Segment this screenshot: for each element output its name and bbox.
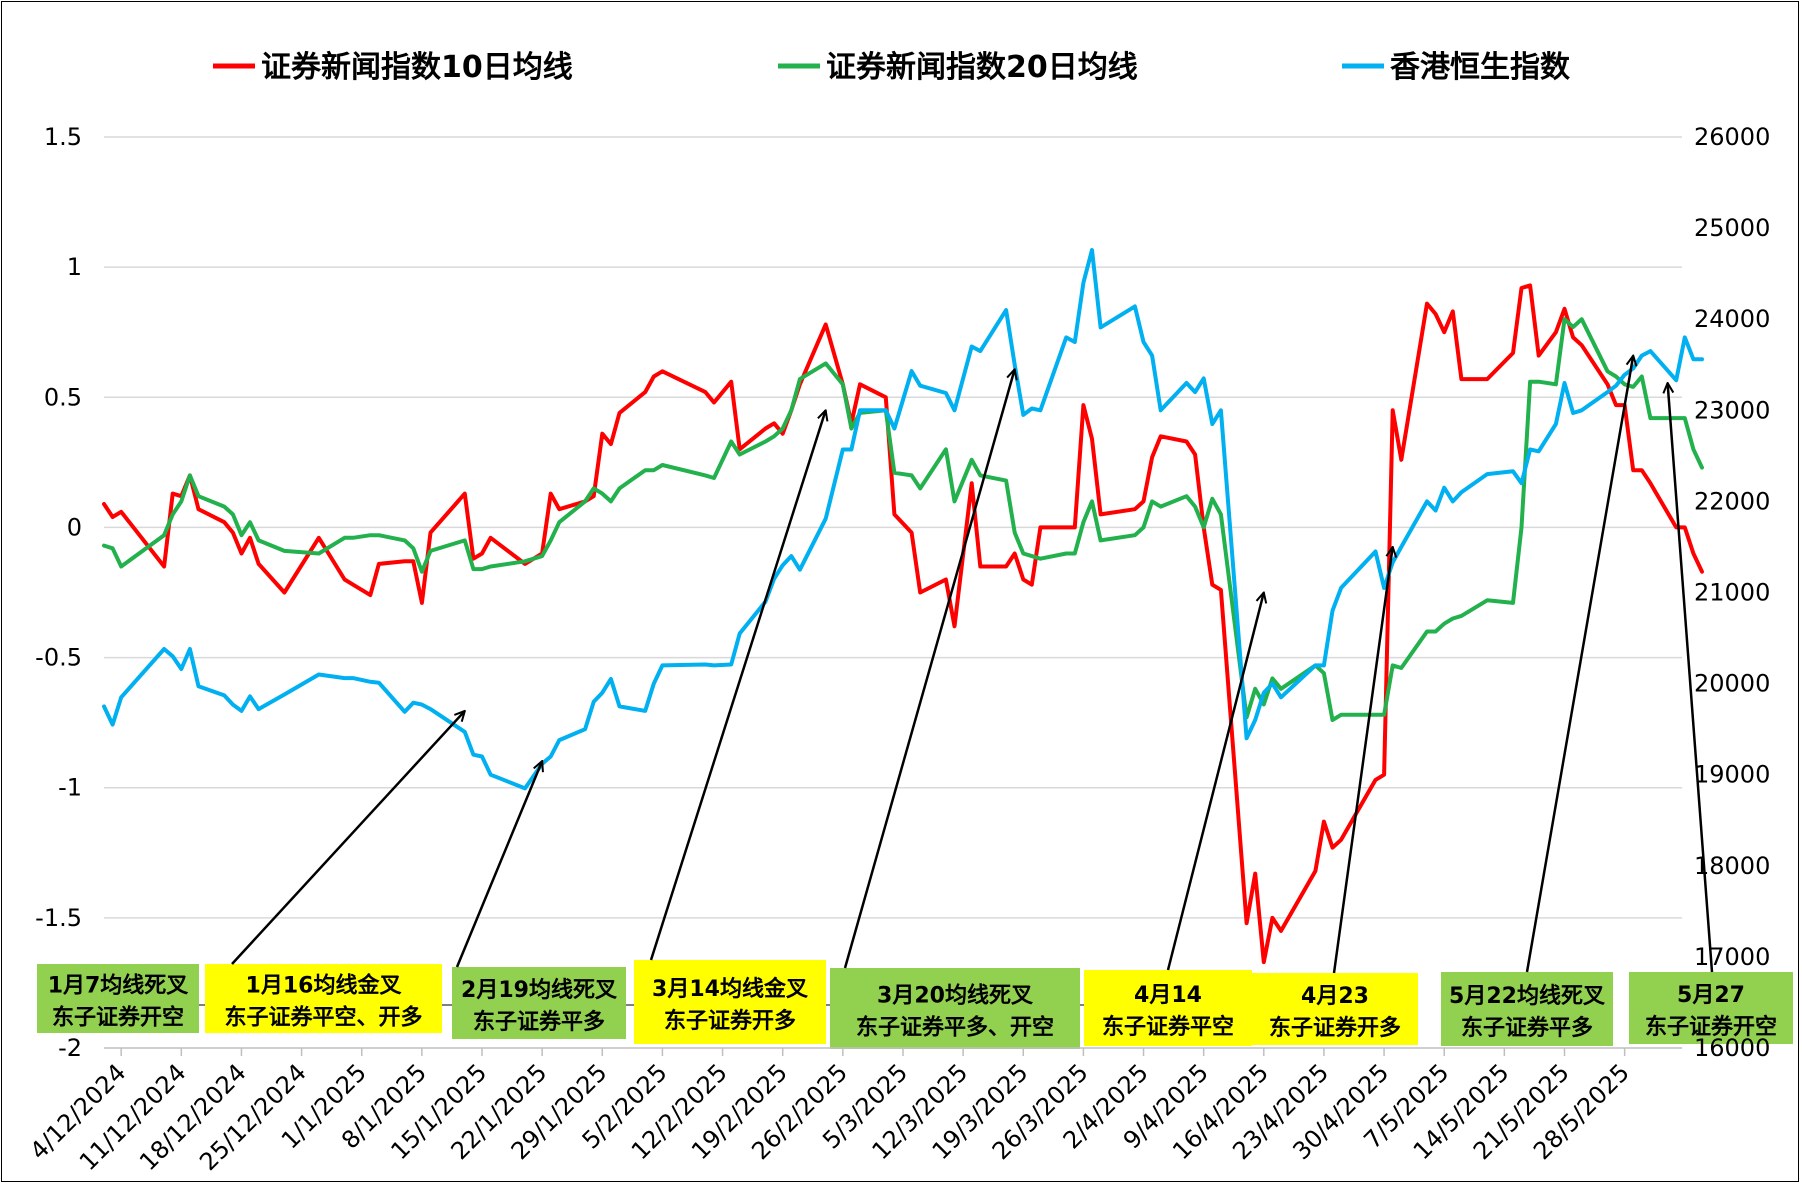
annotation-text: 1月16均线金叉	[246, 973, 402, 999]
y-left-tick-label: 1.5	[44, 123, 82, 151]
annotation-text: 东子证券开空	[52, 1005, 184, 1031]
annotation-box: 4月23 东子证券开多	[1252, 973, 1418, 1045]
annotation-arrow	[231, 711, 465, 965]
y-left-tick-label: 1	[67, 253, 82, 281]
y-right-tick-label: 25000	[1694, 214, 1770, 242]
annotation-box: 5月27 东子证券开空	[1629, 972, 1793, 1044]
annotation-text: 东子证券平空	[1102, 1014, 1234, 1040]
legend-label: 证券新闻指数10日均线	[261, 50, 573, 85]
series-line	[102, 248, 1704, 791]
annotation-box-bg	[830, 968, 1080, 1049]
annotation-text: 3月20均线死叉	[877, 983, 1033, 1009]
annotation-arrow	[1525, 356, 1633, 973]
legend-item: 证券新闻指数20日均线	[778, 50, 1138, 85]
y-right-tick-label: 16000	[1694, 1034, 1770, 1062]
annotation-text: 3月14均线金叉	[652, 976, 808, 1002]
series-line	[102, 317, 1704, 722]
annotation-box-bg	[634, 960, 826, 1044]
annotation-text: 东子证券平多、开空	[856, 1015, 1054, 1041]
annotation-text: 4月23	[1301, 984, 1369, 1009]
series-line	[102, 283, 1704, 965]
annotation-text: 4月14	[1134, 983, 1202, 1008]
annotation-text: 东子证券开多	[664, 1008, 796, 1034]
y-right-tick-label: 18000	[1694, 852, 1770, 880]
y-right-tick-label: 17000	[1694, 943, 1770, 971]
annotation-arrow	[1668, 383, 1714, 973]
annotation-text: 1月7均线死叉	[48, 973, 189, 999]
annotation-text: 2月19均线死叉	[461, 977, 617, 1003]
annotation-box-bg	[1629, 972, 1793, 1044]
annotation-box-bg	[1084, 970, 1252, 1046]
y-right-tick-label: 22000	[1694, 487, 1770, 515]
y-right-tick-label: 24000	[1694, 305, 1770, 333]
annotation-arrow	[649, 410, 826, 961]
annotation-text: 东子证券开空	[1645, 1014, 1777, 1040]
annotation-arrow	[843, 369, 1015, 969]
legend-label: 香港恒生指数	[1390, 50, 1571, 85]
legend-label: 证券新闻指数20日均线	[826, 50, 1138, 85]
annotation-arrow	[1166, 593, 1264, 971]
y-left-tick-label: -2	[58, 1034, 82, 1062]
annotation-text: 东子证券平多	[1461, 1015, 1593, 1041]
y-left-tick-label: -0.5	[35, 644, 82, 672]
annotation-box-bg	[37, 964, 199, 1033]
legend-item: 证券新闻指数10日均线	[213, 50, 573, 85]
annotation-text: 东子证券平多	[473, 1009, 605, 1035]
y-left-tick-label: -1	[58, 774, 82, 802]
annotation-text: 东子证券平空、开多	[224, 1005, 422, 1031]
annotation-text: 5月27	[1677, 983, 1745, 1008]
legend: 证券新闻指数10日均线 证券新闻指数20日均线 香港恒生指数	[213, 50, 1571, 85]
annotations: 1月7均线死叉东子证券开空1月16均线金叉东子证券平空、开多2月19均线死叉东子…	[37, 356, 1793, 1049]
y-left-tick-label: -1.5	[35, 904, 82, 932]
annotation-box-bg	[1441, 972, 1613, 1046]
annotation-arrow	[1332, 547, 1393, 974]
series-lines	[102, 248, 1704, 965]
annotation-text: 东子证券开多	[1269, 1015, 1401, 1041]
y-right-tick-label: 20000	[1694, 670, 1770, 698]
annotation-arrow	[455, 761, 542, 968]
annotation-box: 4月14 东子证券平空	[1084, 970, 1252, 1046]
y-left-tick-label: 0.5	[44, 383, 82, 411]
y-right-tick-label: 21000	[1694, 579, 1770, 607]
y-right-tick-label: 23000	[1694, 396, 1770, 424]
annotation-box-bg	[1252, 973, 1418, 1045]
y-left-tick-label: 0	[67, 513, 82, 541]
y-right-tick-label: 26000	[1694, 123, 1770, 151]
y-right-tick-label: 19000	[1694, 761, 1770, 789]
annotation-box-bg	[205, 964, 442, 1033]
gridlines	[104, 136, 1682, 919]
annotation-box-bg	[452, 967, 626, 1039]
legend-item: 香港恒生指数	[1342, 50, 1571, 85]
annotation-text: 5月22均线死叉	[1449, 983, 1605, 1009]
